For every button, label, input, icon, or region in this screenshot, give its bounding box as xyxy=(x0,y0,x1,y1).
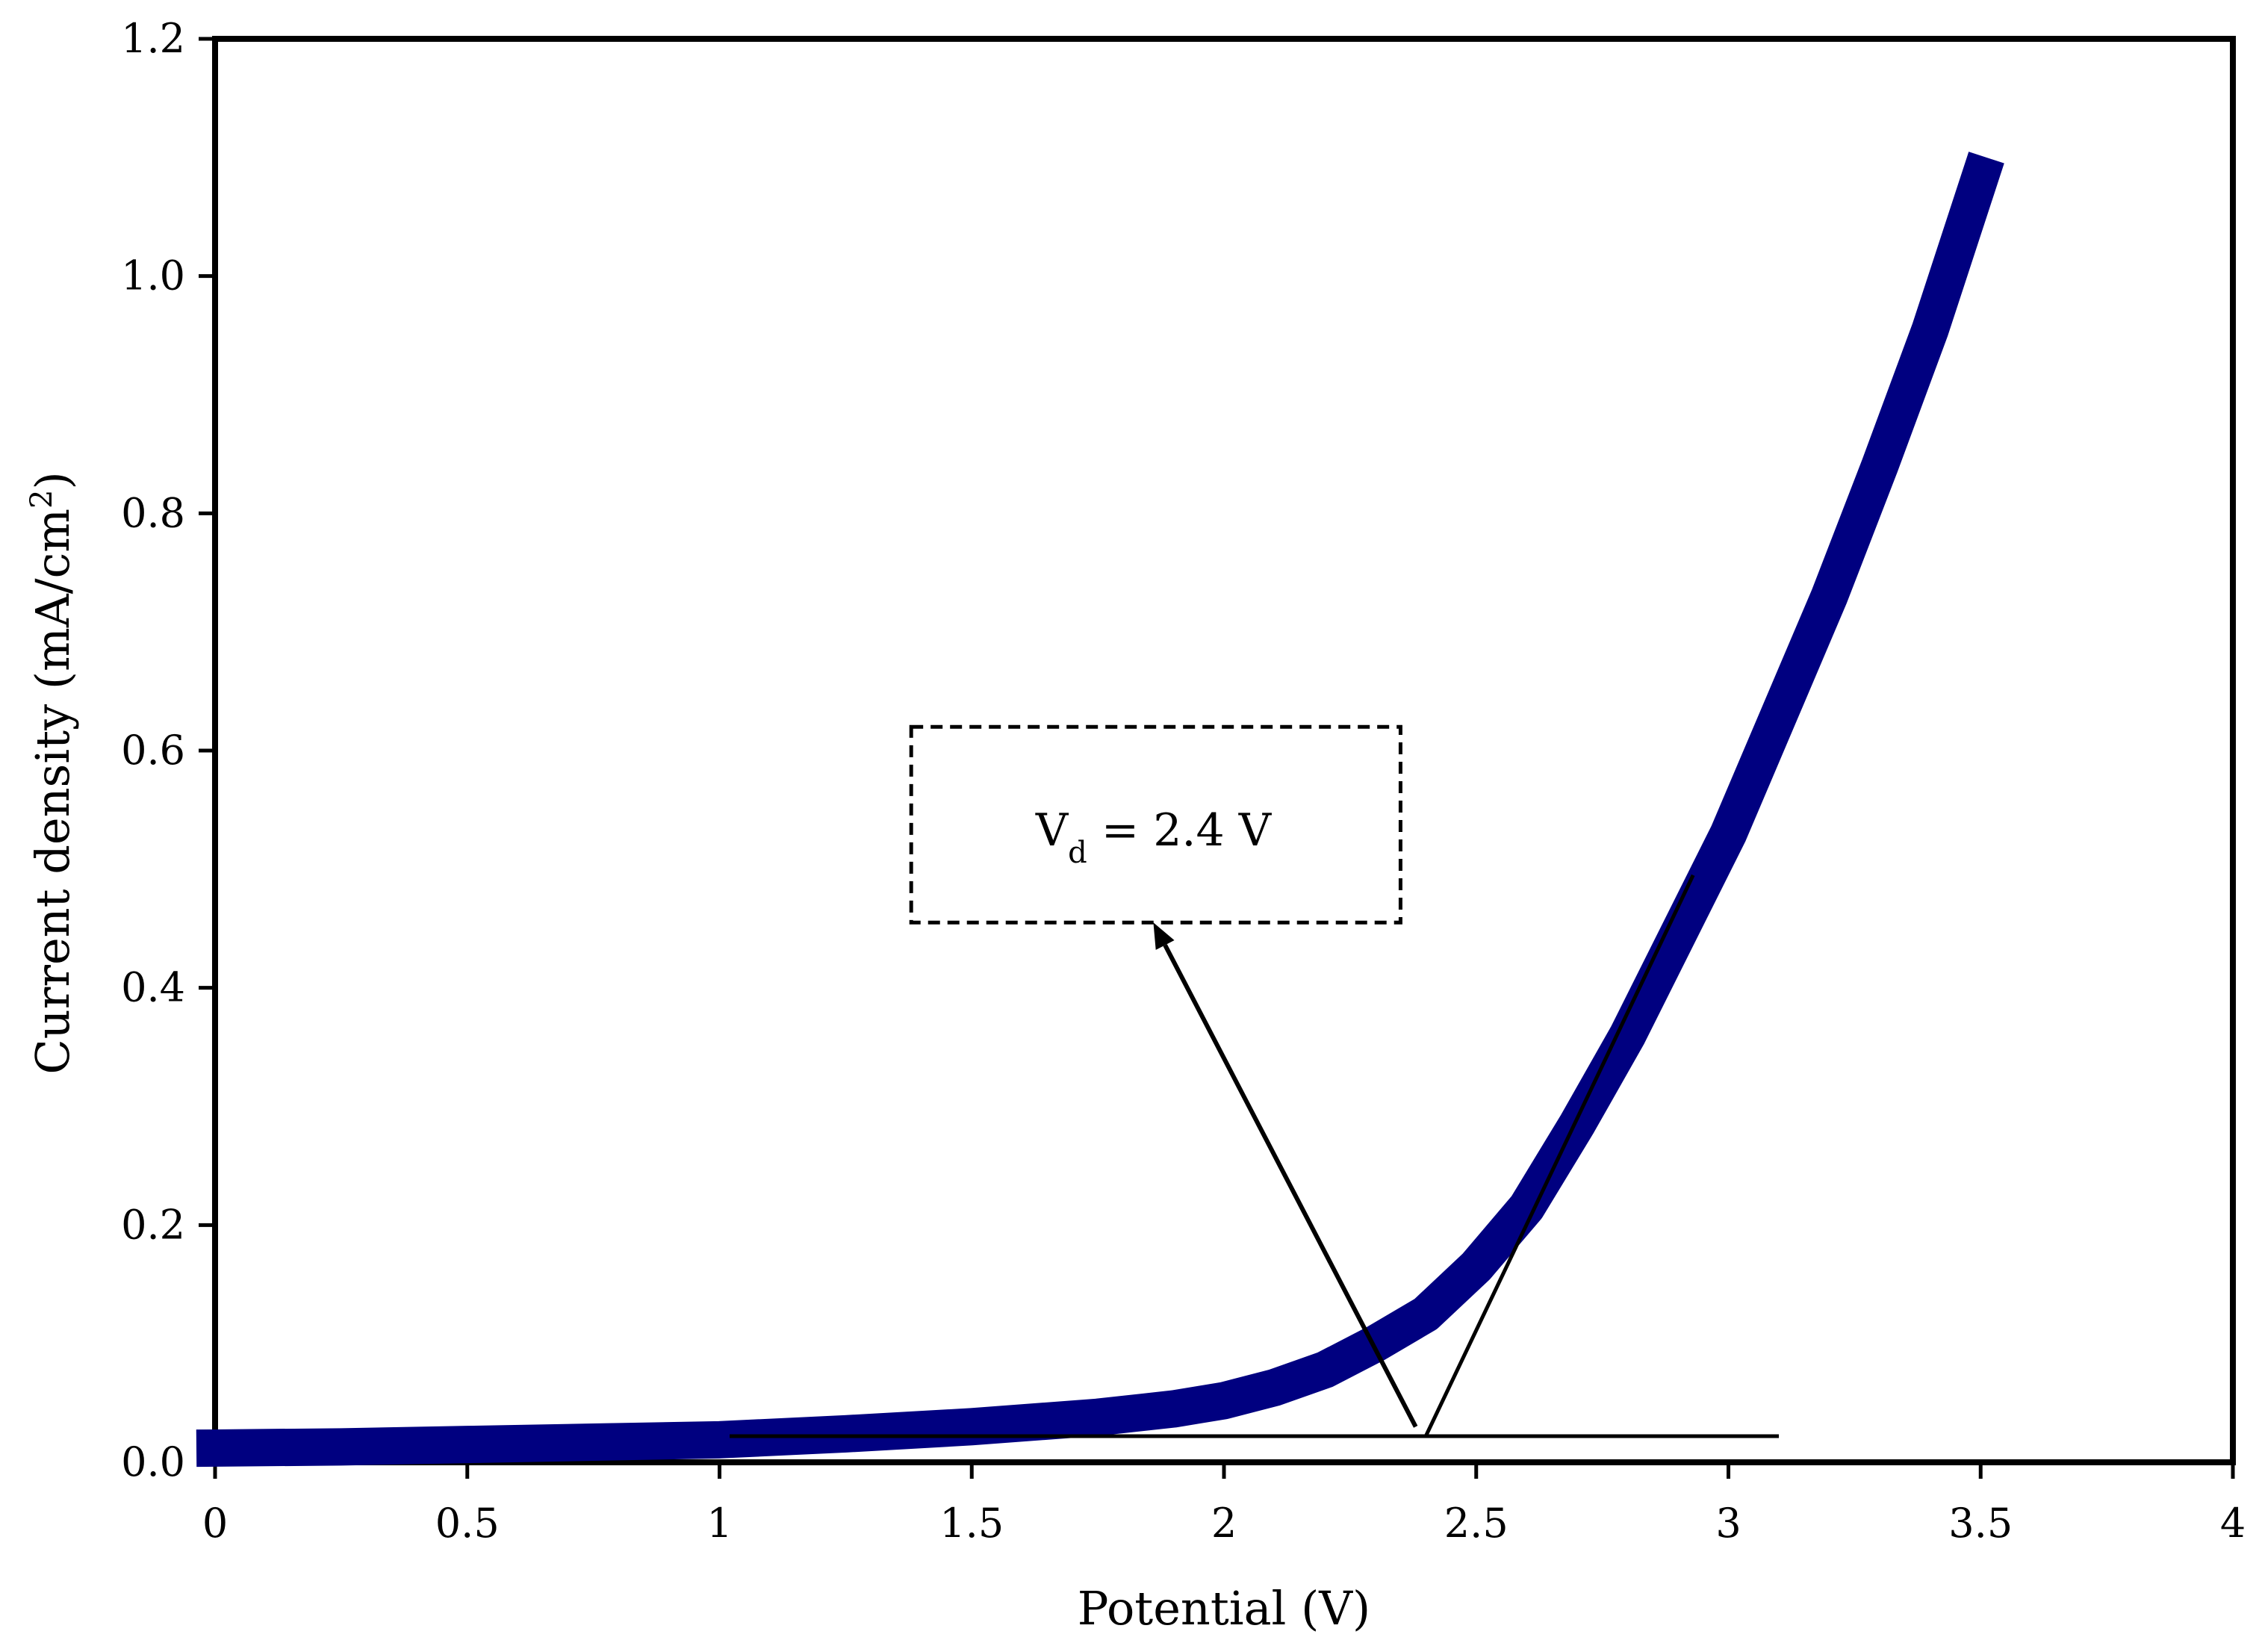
annotation-layer: Vd = 2.4 V xyxy=(730,724,1780,1438)
annotation-label-main: V xyxy=(1035,804,1069,857)
series-layer xyxy=(196,152,2004,1468)
y-axis-label-superscript: 2 xyxy=(25,490,59,509)
annotation-box xyxy=(909,724,1402,925)
x-tick-label: 3.5 xyxy=(1948,1500,2013,1547)
arrow-head xyxy=(1153,922,1175,950)
y-axis-label: Current density (mA/cm2) xyxy=(25,471,80,1074)
y-tick-label: 0.2 xyxy=(121,1201,185,1248)
arrow-shaft xyxy=(1163,944,1418,1428)
y-tick-label: 0.6 xyxy=(121,727,185,774)
y-tick-label: 1.0 xyxy=(121,252,185,299)
y-axis-label-main: Current density (mA/cm xyxy=(25,509,80,1075)
annotation-label: Vd = 2.4 V xyxy=(1035,804,1273,870)
x-axis-label: Potential (V) xyxy=(1078,1581,1370,1636)
x-tick-label: 2 xyxy=(1211,1500,1237,1547)
x-tick-label: 2.5 xyxy=(1444,1500,1508,1547)
x-axis-ticks: 0 0.5 1 1.5 2 2.5 3 3.5 4 xyxy=(202,1462,2246,1547)
x-tick-label: 4 xyxy=(2220,1500,2246,1547)
y-tick-label: 0.4 xyxy=(121,964,185,1011)
annotation-label-subscript: d xyxy=(1068,836,1087,870)
x-tick-label: 1.5 xyxy=(939,1500,1004,1547)
y-axis-label-suffix: ) xyxy=(25,471,80,489)
annotation-label-rest: = 2.4 V xyxy=(1087,804,1273,857)
x-tick-label: 0.5 xyxy=(435,1500,500,1547)
y-tick-label: 0.0 xyxy=(121,1438,185,1485)
y-axis-ticks: 0.0 0.2 0.4 0.6 0.8 1.0 1.2 xyxy=(121,15,215,1485)
y-tick-label: 1.2 xyxy=(121,15,185,62)
data-series-line xyxy=(196,152,2004,1468)
y-tick-label: 0.8 xyxy=(121,489,185,536)
tangent-line xyxy=(1423,874,1695,1438)
x-tick-label: 0 xyxy=(202,1500,228,1547)
x-tick-label: 3 xyxy=(1715,1500,1741,1547)
x-tick-label: 1 xyxy=(706,1500,732,1547)
